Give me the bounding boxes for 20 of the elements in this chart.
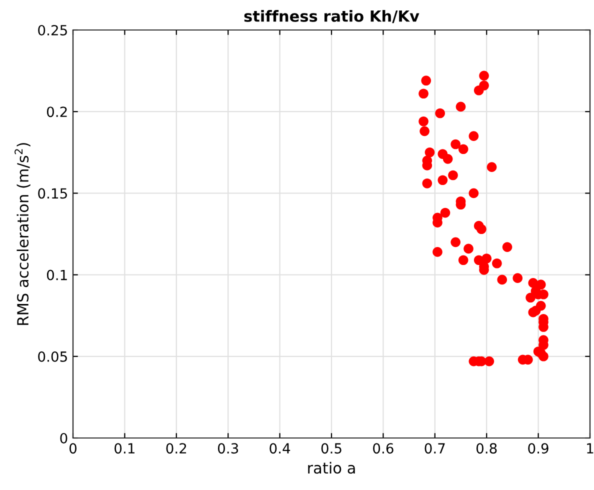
x-tick-label: 0.7 [424,443,445,454]
y-tick-label: 0 [60,432,68,444]
x-tick-label: 0.3 [218,443,238,454]
x-tick-label: 0.4 [270,443,290,454]
x-tick-label: 0 [69,443,76,454]
x-tick-label: 0.8 [476,443,497,454]
y-tick-label: 0.2 [46,106,67,118]
x-tick-label: 0.1 [114,443,134,454]
y-tick-label: 0.05 [38,351,67,362]
y-axis-title: RMS acceleration (m/s$^{2}$) [14,143,30,325]
x-axis-title: ratio a [308,462,355,474]
x-tick-label: 0.5 [321,443,342,454]
x-tick-label: 0.9 [528,443,548,454]
x-tick-label: 0.6 [373,443,394,454]
x-tick-label: 1 [587,443,594,454]
x-tick-label: 0.2 [166,443,186,454]
chart-title: stiffness ratio Kh/Kv [244,10,420,24]
y-tick-label: 0.25 [38,24,67,36]
y-tick-label: 0.15 [38,188,67,199]
y-tick-label: 0.1 [46,270,67,280]
